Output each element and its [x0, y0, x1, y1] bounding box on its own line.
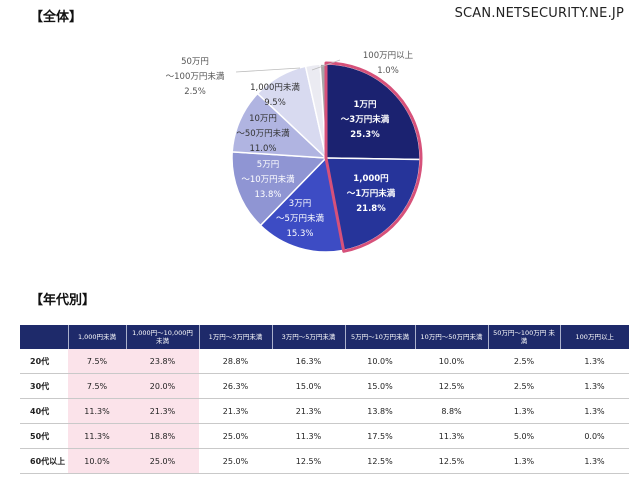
table-cell: 10.0%	[415, 349, 488, 374]
slice-label: 100万円以上 1.0%	[363, 51, 414, 76]
slice-label: 50万円～100万円未満 2.5%	[166, 57, 225, 97]
column-header: 10万円～50万円未満	[414, 325, 488, 349]
column-header: 3万円～5万円未満	[271, 325, 345, 349]
table-cell: 5.0%	[488, 423, 560, 449]
table-header-row: 1,000円未満 1,000円～10,000円 未満 1万円～3万円未満 3万円～5万…	[20, 325, 629, 349]
table-row: 30代 7.5% 20.0% 26.3% 15.0% 15.0% 12.5% 2.5% 1.3%	[20, 373, 629, 399]
column-header: 5万円～10万円未満	[344, 325, 415, 349]
table-cell: 10.0%	[68, 448, 126, 474]
table-cell: 15.0%	[345, 373, 415, 399]
table-row: 40代 11.3% 21.3% 21.3% 21.3% 13.8% 8.8% 1.3% 1.3%	[20, 398, 629, 424]
table-cell: 12.5%	[415, 448, 488, 474]
table-cell: 1.3%	[560, 448, 629, 474]
table-cell: 1.3%	[560, 373, 629, 399]
pie-slice	[259, 156, 345, 253]
table-cell: 11.3%	[415, 423, 488, 449]
table-cell: 26.3%	[199, 373, 272, 399]
table-cell: 10.0%	[345, 349, 415, 374]
table-cell: 11.3%	[272, 423, 345, 449]
section-title-overall: 【全体】	[30, 10, 83, 25]
slice-label: 1,000円～1万円未満 21.8%	[347, 174, 396, 214]
table-cell: 7.5%	[68, 349, 126, 374]
pie-slice	[231, 151, 328, 227]
slice-label: 1万円～3万円未満 25.3%	[341, 100, 390, 140]
pie-slice	[231, 92, 329, 159]
table-cell: 20.0%	[126, 373, 199, 399]
column-header: 50万円～100万円 未満	[487, 325, 560, 349]
row-label: 50代	[20, 423, 68, 449]
table-cell: 16.3%	[272, 349, 345, 374]
section-title-by-age: 【年代別】	[30, 293, 96, 308]
table-cell: 12.5%	[345, 448, 415, 474]
leader-line	[235, 67, 301, 73]
slice-label: 5万円～10万円未満 13.8%	[241, 160, 295, 200]
table-cell: 1.3%	[560, 349, 629, 374]
table-cell: 25.0%	[199, 423, 272, 449]
age-table: 1,000円未満 1,000円～10,000円 未満 1万円～3万円未満 3万円～5万…	[20, 325, 629, 474]
leader-line	[311, 59, 341, 71]
column-header: 1,000円未満	[67, 325, 126, 349]
table-cell: 1.3%	[488, 448, 560, 474]
table-cell: 15.0%	[272, 373, 345, 399]
table-cell: 21.3%	[126, 398, 199, 424]
table-cell: 17.5%	[345, 423, 415, 449]
slice-label: 1,000円未満 9.5%	[250, 82, 300, 108]
table-cell: 21.3%	[199, 398, 272, 424]
table-cell: 21.3%	[272, 398, 345, 424]
table-cell: 7.5%	[68, 373, 126, 399]
slice-label: 10万円～50万円未満 11.0%	[236, 114, 290, 154]
table-row: 60代以上 10.0% 25.0% 25.0% 12.5% 12.5% 12.5% 1.3% 1…	[20, 448, 629, 474]
pie-chart: 1万円～3万円未満 25.3% 1,000円～1万円未満 21.8% 3万円～5万円未満…	[166, 51, 423, 253]
table-cell: 12.5%	[415, 373, 488, 399]
table-cell: 8.8%	[415, 398, 488, 424]
column-header: 1万円～3万円未満	[198, 325, 272, 349]
row-label: 60代以上	[20, 448, 68, 474]
table-cell: 25.0%	[199, 448, 272, 474]
row-label: 40代	[20, 398, 68, 424]
pie-slice	[325, 63, 421, 161]
row-label: 30代	[20, 373, 68, 399]
table-cell: 1.3%	[560, 398, 629, 424]
row-label: 20代	[20, 349, 68, 374]
table-cell: 2.5%	[488, 349, 560, 374]
table-row: 50代 11.3% 18.8% 25.0% 11.3% 17.5% 11.3% 5.0% 0.0…	[20, 423, 629, 449]
table-cell: 25.0%	[126, 448, 199, 474]
table-cell: 1.3%	[488, 398, 560, 424]
table-cell: 0.0%	[560, 423, 629, 449]
table-cell: 18.8%	[126, 423, 199, 449]
table-cell: 11.3%	[68, 398, 126, 424]
table-cell: 23.8%	[126, 349, 199, 374]
table-cell: 13.8%	[345, 398, 415, 424]
table-cell: 28.8%	[199, 349, 272, 374]
column-header: 1,000円～10,000円 未満	[125, 325, 199, 349]
header-corner	[20, 325, 68, 349]
column-header: 100万円以上	[559, 325, 629, 349]
table-cell: 11.3%	[68, 423, 126, 449]
table-cell: 12.5%	[272, 448, 345, 474]
table-cell: 2.5%	[488, 373, 560, 399]
table-body: 20代 7.5% 23.8% 28.8% 16.3% 10.0% 10.0% 2.5% 1.3%…	[20, 349, 629, 474]
table-row: 20代 7.5% 23.8% 28.8% 16.3% 10.0% 10.0% 2.5% 1.3%	[20, 349, 629, 374]
site-watermark: SCAN.NETSECURITY.NE.JP	[454, 6, 624, 21]
highlight-outline	[324, 61, 423, 253]
slice-label: 3万円～5万円未満 15.3%	[276, 199, 324, 239]
